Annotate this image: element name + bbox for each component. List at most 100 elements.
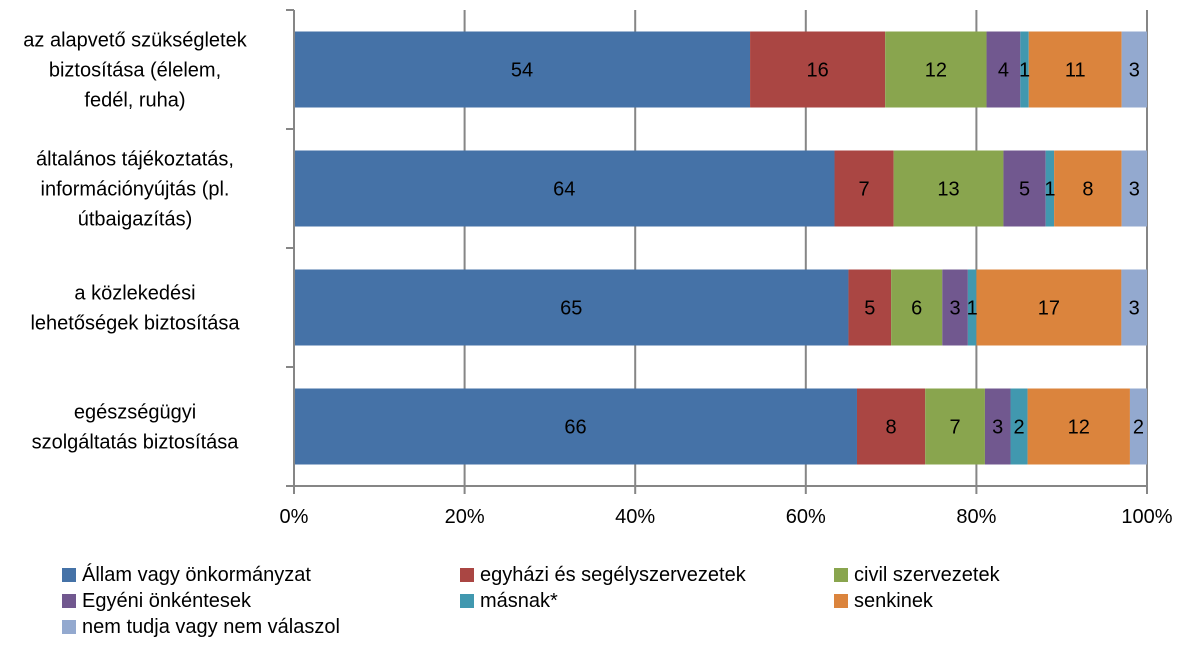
data-label: 5 bbox=[1019, 179, 1030, 201]
data-label: 64 bbox=[553, 179, 575, 201]
data-label: 1 bbox=[1019, 60, 1030, 82]
legend-label: Állam vagy önkormányzat bbox=[82, 563, 311, 586]
legend-label: nem tudja vagy nem válaszol bbox=[82, 615, 340, 638]
legend-swatch bbox=[62, 594, 76, 608]
data-label: 7 bbox=[950, 417, 961, 439]
bar-segment bbox=[750, 31, 886, 108]
bar-segment bbox=[976, 269, 1122, 346]
category-label-line: általános tájékoztatás, bbox=[36, 149, 234, 171]
legend-item: Állam vagy önkormányzat bbox=[62, 562, 311, 588]
stacked-bar-chart: az alapvető szükségletek biztosítása (éle… bbox=[23, 9, 1173, 528]
category-label-line: lehetőségek biztosítása bbox=[30, 313, 240, 335]
legend-swatch bbox=[460, 594, 474, 608]
bar-segment bbox=[967, 269, 977, 346]
data-label: 5 bbox=[864, 298, 875, 320]
bar-segment bbox=[848, 269, 892, 346]
axes bbox=[286, 9, 1148, 494]
legend-label: civil szervezetek bbox=[854, 563, 1000, 586]
category-label-line: útbaigazítás) bbox=[78, 209, 193, 231]
data-label: 17 bbox=[1038, 298, 1060, 320]
data-label: 3 bbox=[950, 298, 961, 320]
category-label-line: biztosítása (élelem, bbox=[49, 60, 221, 82]
bar-segment bbox=[893, 150, 1004, 227]
data-label: 8 bbox=[886, 417, 897, 439]
data-label: 66 bbox=[564, 417, 586, 439]
legend-item: nem tudja vagy nem válaszol bbox=[62, 614, 340, 640]
bar-segment bbox=[1003, 150, 1046, 227]
category-label: a közlekedési lehetőségek biztosítása bbox=[30, 283, 240, 335]
legend-item: civil szervezetek bbox=[834, 562, 1000, 588]
x-tick-label: 40% bbox=[615, 506, 655, 528]
data-label: 16 bbox=[806, 60, 828, 82]
bar-segment bbox=[984, 388, 1011, 465]
category-label: egészségügyi szolgáltatás biztosítása bbox=[32, 402, 240, 454]
category-label-line: fedél, ruha) bbox=[84, 90, 185, 112]
legend-label: egyházi és segélyszervezetek bbox=[480, 563, 746, 586]
data-label: 54 bbox=[511, 60, 533, 82]
data-label: 1 bbox=[967, 298, 978, 320]
legend-label: másnak* bbox=[480, 589, 558, 612]
legend-label: Egyéni önkéntesek bbox=[82, 589, 252, 612]
data-label: 3 bbox=[992, 417, 1003, 439]
x-tick-label: 0% bbox=[280, 506, 309, 528]
data-label: 3 bbox=[1129, 60, 1140, 82]
x-tick-label: 60% bbox=[786, 506, 826, 528]
bar-segment bbox=[1020, 31, 1029, 108]
category-label: általános tájékoztatás, információnyújtás… bbox=[36, 149, 234, 231]
category-label-line: információnyújtás (pl. bbox=[41, 179, 230, 201]
legend-item: másnak* bbox=[460, 588, 558, 614]
bar-segment bbox=[834, 150, 894, 227]
legend-swatch bbox=[834, 594, 848, 608]
bar-segment bbox=[986, 31, 1021, 108]
bar-segment bbox=[942, 269, 968, 346]
legend: Állam vagy önkormányzat egyházi és segély… bbox=[62, 562, 1162, 642]
data-label: 3 bbox=[1129, 179, 1140, 201]
category-label-line: a közlekedési bbox=[74, 283, 195, 305]
bar-segment bbox=[294, 31, 751, 108]
x-tick-label: 20% bbox=[445, 506, 485, 528]
bar-segment bbox=[891, 269, 943, 346]
category-label: az alapvető szükségletek biztosítása (éle… bbox=[23, 30, 247, 112]
data-label: 4 bbox=[998, 60, 1009, 82]
bar-segment bbox=[1027, 388, 1130, 465]
data-label: 2 bbox=[1013, 417, 1024, 439]
category-label-line: szolgáltatás biztosítása bbox=[32, 432, 240, 454]
bar-segment bbox=[1129, 388, 1147, 465]
data-label: 7 bbox=[859, 179, 870, 201]
legend-swatch bbox=[834, 568, 848, 582]
legend-swatch bbox=[62, 568, 76, 582]
legend-item: senkinek bbox=[834, 588, 933, 614]
data-label: 3 bbox=[1129, 298, 1140, 320]
x-tick-label: 80% bbox=[956, 506, 996, 528]
legend-swatch bbox=[460, 568, 474, 582]
legend-item: Egyéni önkéntesek bbox=[62, 588, 251, 614]
bar-segment bbox=[1121, 31, 1147, 108]
bar-segment bbox=[1054, 150, 1122, 227]
x-tick-labels: 0% 20% 40% 60% 80% 100% bbox=[280, 506, 1173, 528]
bar-segment bbox=[1045, 150, 1055, 227]
data-label: 2 bbox=[1133, 417, 1144, 439]
category-label-line: egészségügyi bbox=[74, 402, 196, 424]
legend-swatch bbox=[62, 620, 76, 634]
legend-item: egyházi és segélyszervezetek bbox=[460, 562, 746, 588]
data-label: 8 bbox=[1082, 179, 1093, 201]
bars bbox=[294, 31, 1147, 465]
data-label: 6 bbox=[911, 298, 922, 320]
bar-segment bbox=[1010, 388, 1028, 465]
x-tick-label: 100% bbox=[1121, 506, 1172, 528]
bar-segment bbox=[1121, 150, 1147, 227]
bar-segment bbox=[1121, 269, 1147, 346]
data-label: 12 bbox=[925, 60, 947, 82]
data-labels: 54 16 12 4 1 11 364 7 13 5 1 8 365 5 6 3 1 17 366 8 7 3 2 12 2 bbox=[511, 60, 1144, 439]
bar-segment bbox=[294, 388, 857, 465]
bar-segment bbox=[885, 31, 987, 108]
data-label: 1 bbox=[1044, 179, 1055, 201]
category-labels: az alapvető szükségletek biztosítása (éle… bbox=[23, 30, 247, 454]
data-label: 65 bbox=[560, 298, 582, 320]
legend-label: senkinek bbox=[854, 589, 933, 612]
bar-segment bbox=[925, 388, 985, 465]
bar-segment bbox=[1028, 31, 1122, 108]
bar-segment bbox=[856, 388, 926, 465]
bar-segment bbox=[294, 269, 849, 346]
bar-segment bbox=[294, 150, 835, 227]
